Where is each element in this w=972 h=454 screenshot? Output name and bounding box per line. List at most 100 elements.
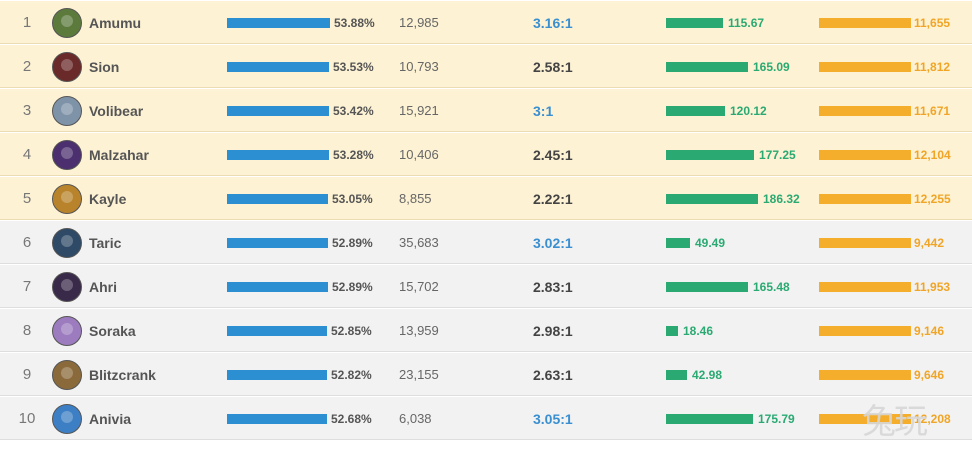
win-rate-bar — [227, 106, 329, 116]
cs-value: 186.32 — [763, 192, 800, 206]
gold-bar — [819, 414, 911, 424]
rank-number: 1 — [22, 14, 32, 31]
gold-value: 11,671 — [914, 104, 951, 118]
cs-bar — [666, 326, 678, 336]
champion-name[interactable]: Sion — [89, 59, 120, 75]
cs-bar — [666, 150, 754, 160]
win-rate-value: 53.05% — [332, 192, 373, 206]
rank-number: 5 — [22, 190, 32, 207]
kda-ratio: 2.45:1 — [533, 147, 573, 163]
champion-name[interactable]: Ahri — [89, 279, 117, 295]
kayle-portrait-avatar[interactable] — [52, 184, 82, 214]
malzahar-portrait-avatar[interactable] — [52, 140, 82, 170]
gold-value: 11,812 — [914, 60, 951, 74]
gold-bar — [819, 282, 911, 292]
cs-value: 42.98 — [692, 368, 723, 382]
gold-value: 12,255 — [914, 192, 951, 206]
table-row[interactable]: 1 Amumu 53.88% 12,985 3.16:1 115.67 11,655 — [0, 0, 972, 44]
rank-number: 6 — [22, 234, 32, 251]
sion-portrait-avatar[interactable] — [52, 52, 82, 82]
gold-value: 12,208 — [914, 412, 951, 426]
gold-bar — [819, 18, 911, 28]
win-rate-bar — [227, 62, 329, 72]
win-rate-bar — [227, 414, 327, 424]
table-row[interactable]: 9 Blitzcrank 52.82% 23,155 2.63:1 42.98 9,646 — [0, 352, 972, 396]
gold-bar — [819, 150, 911, 160]
kda-ratio: 2.22:1 — [533, 191, 573, 207]
cs-bar — [666, 370, 687, 380]
table-row[interactable]: 10 Anivia 52.68% 6,038 3.05:1 175.79 12,208 — [0, 396, 972, 440]
win-rate-bar — [227, 18, 330, 28]
games-played: 6,038 — [399, 411, 432, 426]
games-played: 12,985 — [399, 15, 439, 30]
champion-name[interactable]: Taric — [89, 235, 122, 251]
kda-ratio: 3.05:1 — [533, 411, 573, 427]
win-rate-value: 52.89% — [332, 280, 373, 294]
gold-bar — [819, 238, 911, 248]
table-row[interactable]: 7 Ahri 52.89% 15,702 2.83:1 165.48 11,953 — [0, 264, 972, 308]
win-rate-bar — [227, 150, 329, 160]
gold-value: 11,953 — [914, 280, 951, 294]
win-rate-value: 52.68% — [331, 412, 372, 426]
taric-portrait-avatar[interactable] — [52, 228, 82, 258]
table-row[interactable]: 5 Kayle 53.05% 8,855 2.22:1 186.32 12,255 — [0, 176, 972, 220]
table-row[interactable]: 2 Sion 53.53% 10,793 2.58:1 165.09 11,812 — [0, 44, 972, 88]
table-row[interactable]: 8 Soraka 52.85% 13,959 2.98:1 18.46 9,146 — [0, 308, 972, 352]
win-rate-bar — [227, 326, 327, 336]
amumu-portrait-avatar[interactable] — [52, 8, 82, 38]
cs-bar — [666, 62, 748, 72]
blitzcrank-portrait-avatar[interactable] — [52, 360, 82, 390]
champion-name[interactable]: Kayle — [89, 191, 127, 207]
rank-number: 3 — [22, 102, 32, 119]
anivia-portrait-avatar[interactable] — [52, 404, 82, 434]
win-rate-bar — [227, 238, 328, 248]
cs-value: 165.48 — [753, 280, 790, 294]
games-played: 15,702 — [399, 279, 439, 294]
win-rate-bar — [227, 282, 328, 292]
cs-value: 115.67 — [728, 16, 765, 30]
champion-name[interactable]: Malzahar — [89, 147, 149, 163]
table-row[interactable]: 3 Volibear 53.42% 15,921 3:1 120.12 11,671 — [0, 88, 972, 132]
win-rate-value: 52.89% — [332, 236, 373, 250]
games-played: 8,855 — [399, 191, 432, 206]
cs-bar — [666, 238, 690, 248]
cs-bar — [666, 106, 725, 116]
gold-value: 9,442 — [914, 236, 945, 250]
win-rate-value: 53.88% — [334, 16, 375, 30]
games-played: 15,921 — [399, 103, 439, 118]
games-played: 10,793 — [399, 59, 439, 74]
cs-bar — [666, 194, 758, 204]
gold-bar — [819, 326, 911, 336]
gold-bar — [819, 106, 911, 116]
gold-bar — [819, 370, 911, 380]
ahri-portrait-avatar[interactable] — [52, 272, 82, 302]
kda-ratio: 2.58:1 — [533, 59, 573, 75]
kda-ratio: 3:1 — [533, 103, 554, 119]
champion-name[interactable]: Volibear — [89, 103, 144, 119]
champion-name[interactable]: Blitzcrank — [89, 367, 156, 383]
rank-number: 10 — [18, 410, 36, 427]
gold-bar — [819, 62, 911, 72]
rank-number: 4 — [22, 146, 32, 163]
cs-value: 120.12 — [730, 104, 767, 118]
champion-name[interactable]: Soraka — [89, 323, 136, 339]
gold-value: 9,146 — [914, 324, 945, 338]
rank-number: 8 — [22, 322, 32, 339]
volibear-portrait-avatar[interactable] — [52, 96, 82, 126]
games-played: 10,406 — [399, 147, 439, 162]
champion-name[interactable]: Amumu — [89, 15, 142, 31]
soraka-portrait-avatar[interactable] — [52, 316, 82, 346]
champion-name[interactable]: Anivia — [89, 411, 132, 427]
win-rate-value: 52.85% — [331, 324, 372, 338]
table-row[interactable]: 6 Taric 52.89% 35,683 3.02:1 49.49 9,442 — [0, 220, 972, 264]
win-rate-value: 52.82% — [331, 368, 372, 382]
cs-value: 177.25 — [759, 148, 796, 162]
cs-value: 49.49 — [695, 236, 726, 250]
table-row[interactable]: 4 Malzahar 53.28% 10,406 2.45:1 177.25 12,104 — [0, 132, 972, 176]
kda-ratio: 2.63:1 — [533, 367, 573, 383]
kda-ratio: 3.16:1 — [533, 15, 573, 31]
rank-number: 2 — [22, 58, 32, 75]
cs-bar — [666, 282, 748, 292]
win-rate-bar — [227, 370, 327, 380]
win-rate-bar — [227, 194, 328, 204]
